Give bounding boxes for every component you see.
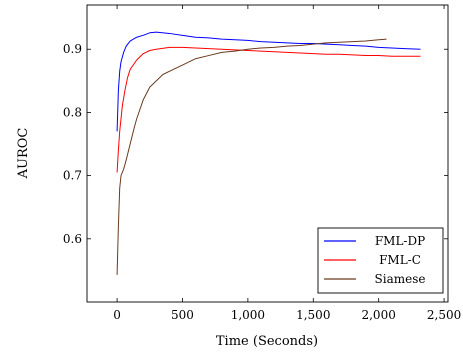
- x-tick-label: 0: [113, 308, 121, 322]
- legend: FML-DP FML-C Siamese: [317, 227, 444, 294]
- y-tick-label: 0.6: [63, 232, 82, 246]
- x-tick-label: 500: [171, 308, 194, 322]
- plot-area-frame: [86, 4, 449, 303]
- x-tick-label: 2,500: [427, 308, 461, 322]
- x-tick-label: 1,500: [296, 308, 330, 322]
- x-tick-label: 1,000: [231, 308, 265, 322]
- series-layer: [116, 31, 421, 275]
- series-line-fml-dp: [116, 31, 421, 132]
- series-line-siamese: [116, 38, 387, 275]
- y-tick-label: 0.9: [63, 42, 82, 56]
- legend-label: FML-DP: [375, 234, 425, 248]
- y-tick-label: 0.8: [63, 105, 82, 119]
- legend-label: Siamese: [375, 272, 426, 286]
- y-axis-ticks: 0.6 0.7 0.8 0.9: [63, 42, 448, 246]
- legend-label: FML-C: [379, 253, 421, 267]
- x-axis-ticks: 0 500 1,000 1,500 2,000 2,500: [113, 5, 461, 322]
- y-tick-label: 0.7: [63, 169, 82, 183]
- x-axis-label: Time (Seconds): [216, 334, 318, 349]
- x-tick-label: 2,000: [361, 308, 395, 322]
- y-axis-label: AUROC: [16, 128, 31, 180]
- series-line-fml-c: [116, 46, 421, 173]
